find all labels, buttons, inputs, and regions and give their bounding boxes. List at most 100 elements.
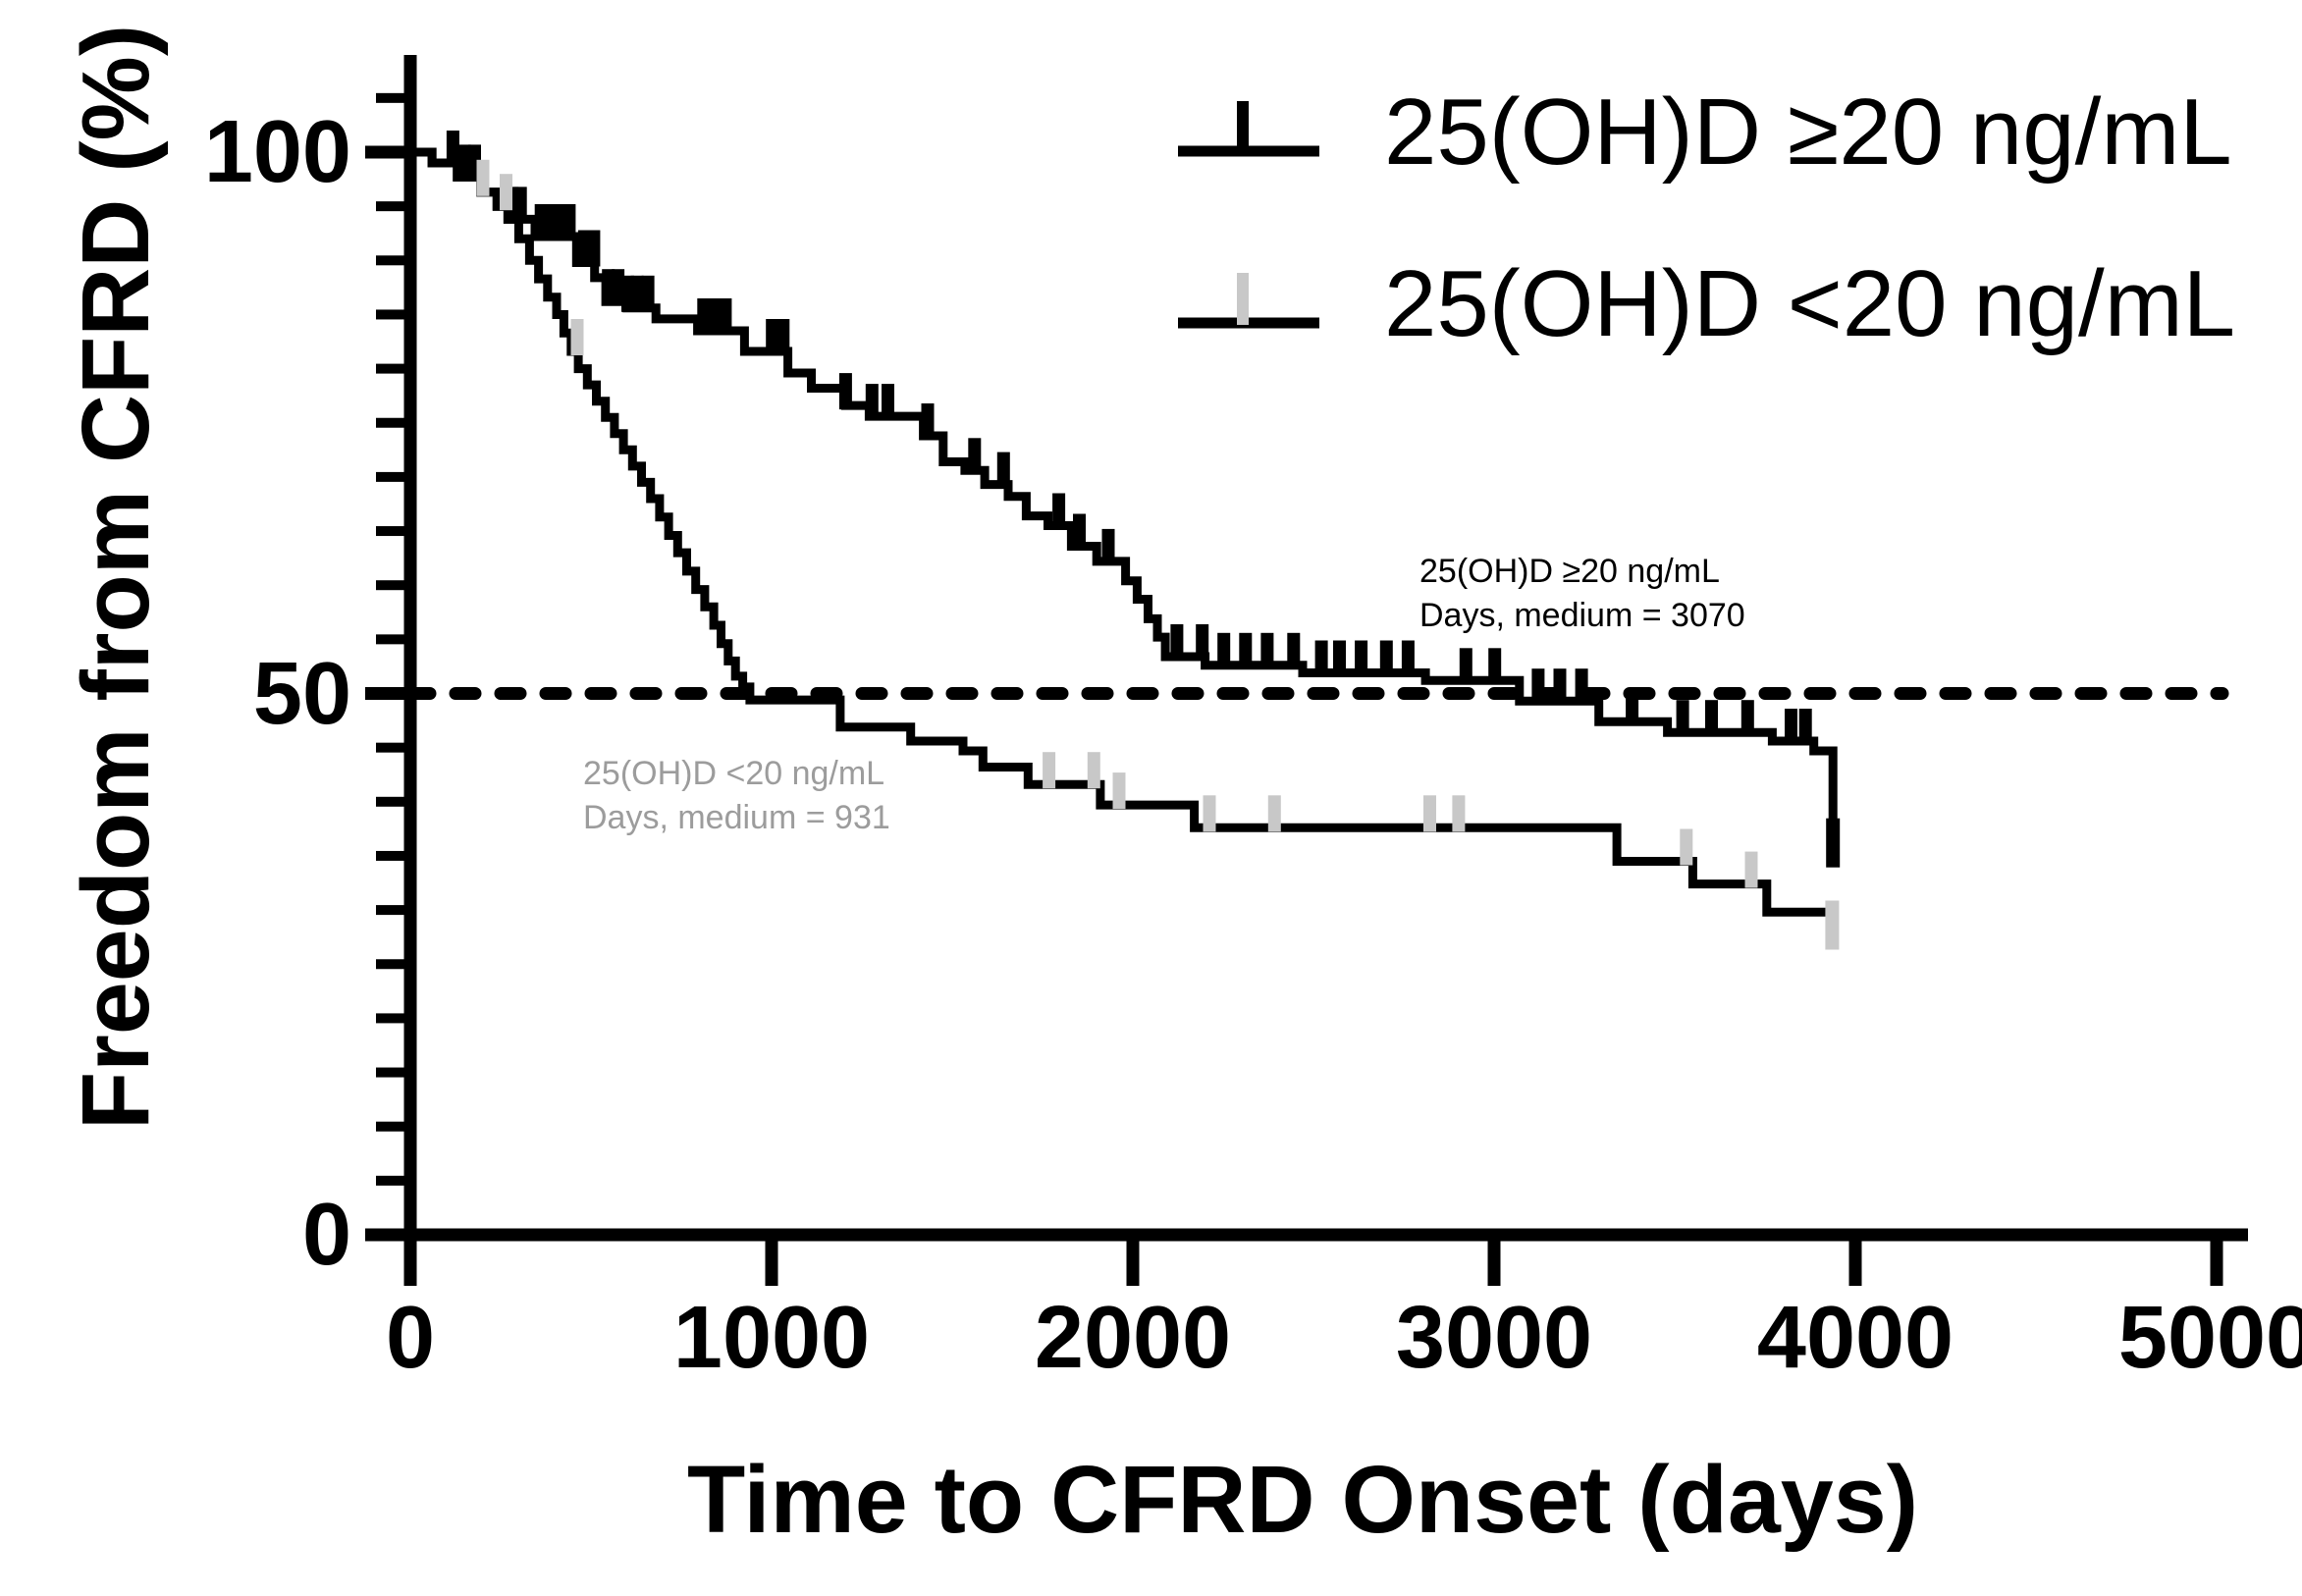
x-major-tick (765, 1235, 778, 1286)
km-line-symbol-ge20 (1178, 101, 1319, 157)
annotation-median-lt20: 25(OH)D <20 ng/mL Days, medium = 931 (583, 752, 890, 840)
censor-mark-lt20 (1680, 828, 1693, 866)
censor-mark-ge20 (838, 373, 852, 410)
censor-mark-ge20 (446, 131, 459, 167)
censor-mark-ge20 (1459, 648, 1472, 685)
y-minor-tick (376, 850, 404, 861)
censor-mark-ge20 (1101, 528, 1115, 565)
y-major-tick (365, 1228, 404, 1242)
y-minor-tick (376, 905, 404, 916)
censor-mark-ge20 (1575, 668, 1588, 706)
censor-mark-ge20 (1052, 493, 1066, 530)
censor-mark-ge20 (641, 275, 655, 312)
y-minor-tick (376, 796, 404, 807)
censor-mark-ge20 (612, 269, 625, 306)
censor-mark-lt20 (1423, 795, 1436, 832)
censor-mark-ge20 (1626, 689, 1639, 726)
censor-mark-ge20 (1379, 640, 1393, 677)
censor-mark-ge20 (719, 298, 732, 335)
censor-mark-lt20 (476, 159, 490, 196)
y-minor-tick (376, 959, 404, 970)
censor-mark-ge20 (1785, 709, 1797, 745)
censor-mark-lt20 (1043, 752, 1056, 789)
x-tick-label: 3000 (1395, 1289, 1593, 1387)
censor-mark-lt20 (1452, 795, 1466, 832)
censor-mark-lt20 (570, 319, 584, 355)
censor-mark-ge20 (1798, 709, 1812, 745)
x-tick-label: 1000 (672, 1289, 871, 1387)
x-major-tick (2210, 1235, 2223, 1286)
censor-mark-ge20 (1217, 632, 1231, 669)
legend-item-ge20: 25(OH)D ≥20 ng/mL (1170, 69, 2232, 196)
y-minor-tick (376, 255, 404, 266)
y-minor-tick (376, 309, 404, 320)
x-major-tick (1126, 1235, 1140, 1286)
censor-mark-ge20 (513, 186, 527, 224)
end-censor-mark-ge20 (1826, 818, 1841, 868)
censor-mark-ge20 (1531, 668, 1545, 706)
legend-label-lt20: 25(OH)D <20 ng/mL (1384, 251, 2236, 356)
censor-mark-ge20 (1314, 640, 1328, 677)
censor-mark-ge20 (1401, 640, 1415, 677)
y-tick-label: 50 (252, 644, 351, 743)
km-curve-lt20 (410, 147, 1836, 917)
y-minor-tick (376, 1121, 404, 1132)
x-tick-label: 5000 (2117, 1289, 2302, 1387)
censor-mark-ge20 (708, 298, 722, 335)
censor-mark-lt20 (1087, 752, 1100, 789)
y-minor-tick (376, 417, 404, 428)
legend-censor-tick (1237, 273, 1249, 325)
annotation-line: 25(OH)D ≥20 ng/mL (1419, 553, 1720, 590)
x-major-tick (1487, 1235, 1501, 1286)
censor-mark-lt20 (1744, 851, 1758, 888)
censor-mark-ge20 (1740, 700, 1754, 737)
x-major-tick (1848, 1235, 1862, 1286)
y-minor-tick (376, 580, 404, 591)
annotation-median-ge20: 25(OH)D ≥20 ng/mL Days, medium = 3070 (1419, 550, 1745, 638)
censor-mark-ge20 (1260, 632, 1274, 669)
annotation-line: Days, medium = 3070 (1419, 597, 1745, 634)
x-tick-label: 2000 (1034, 1289, 1232, 1387)
censor-mark-ge20 (562, 204, 576, 240)
x-tick-label: 4000 (1756, 1289, 1954, 1387)
km-line-symbol-lt20 (1178, 273, 1319, 329)
y-minor-tick (376, 634, 404, 645)
y-axis-line (403, 55, 417, 1242)
x-axis-line (403, 1228, 2248, 1242)
censor-mark-ge20 (766, 319, 779, 355)
y-minor-tick (376, 1013, 404, 1024)
legend-label-ge20: 25(OH)D ≥20 ng/mL (1384, 80, 2232, 185)
x-major-tick (403, 1235, 417, 1286)
y-minor-tick (376, 92, 404, 103)
y-minor-tick (376, 1067, 404, 1078)
censor-mark-ge20 (697, 298, 711, 335)
censor-mark-ge20 (1553, 668, 1567, 706)
censor-mark-ge20 (1488, 648, 1502, 685)
y-minor-tick (376, 363, 404, 374)
censor-mark-ge20 (996, 452, 1010, 489)
censor-mark-lt20 (1112, 772, 1126, 810)
y-tick-label: 100 (203, 103, 351, 201)
censor-mark-ge20 (1355, 640, 1368, 677)
censor-mark-ge20 (1333, 640, 1346, 677)
censor-mark-lt20 (1203, 795, 1216, 832)
y-minor-tick (376, 742, 404, 753)
censor-mark-ge20 (1196, 624, 1209, 661)
y-tick-label: 0 (301, 1186, 351, 1284)
annotation-line: Days, medium = 931 (583, 799, 890, 836)
censor-mark-ge20 (1676, 700, 1689, 737)
censor-mark-ge20 (921, 403, 935, 440)
censor-mark-ge20 (630, 275, 644, 312)
censor-mark-lt20 (500, 174, 512, 211)
annotation-line: 25(OH)D <20 ng/mL (583, 755, 885, 792)
y-major-tick (365, 145, 404, 159)
censor-mark-ge20 (457, 144, 471, 182)
y-minor-tick (376, 526, 404, 537)
x-axis-title: Time to CFRD Onset (days) (687, 1446, 1918, 1553)
x-tick-label: 0 (385, 1289, 436, 1387)
censor-mark-ge20 (587, 230, 601, 267)
